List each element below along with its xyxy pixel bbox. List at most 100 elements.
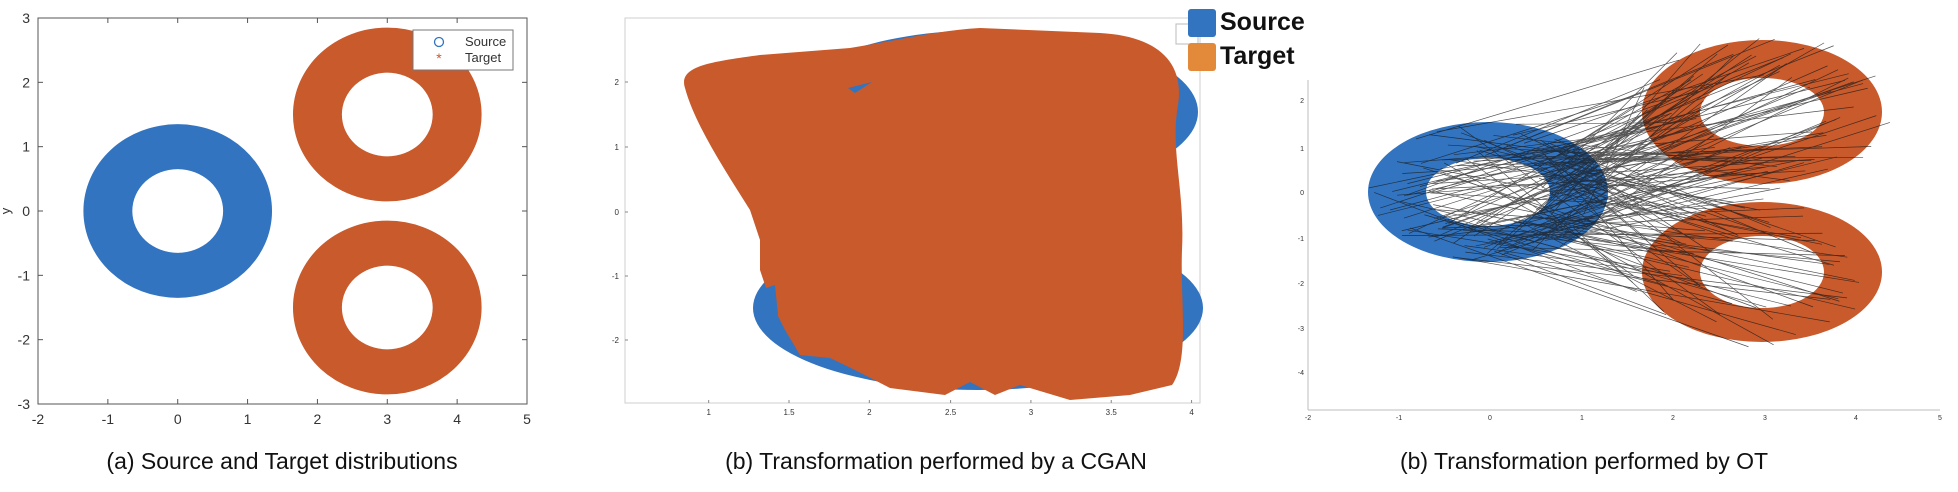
transport-line [1420, 93, 1641, 164]
transport-line [1554, 221, 1844, 294]
y-tick-label: 1 [1300, 146, 1304, 153]
source-fragment [760, 285, 778, 315]
transport-line [1442, 172, 1814, 308]
x-tick-label: -1 [1396, 415, 1402, 422]
transport-line [1554, 138, 1771, 228]
transport-line [1541, 99, 1687, 186]
transport-line [1434, 209, 1705, 232]
transport-line [1455, 221, 1791, 307]
transport-line [1504, 252, 1796, 335]
panel-b: 1 1.5 2 2.5 3 3.5 4 2 1 0 -1 -2 [600, 0, 1300, 492]
transport-line [1440, 118, 1697, 170]
transport-line [1483, 119, 1837, 248]
transport-line [1519, 221, 1717, 323]
transport-line [1547, 142, 1815, 254]
y-tick-label: 2 [1300, 98, 1304, 105]
transport-line [1442, 81, 1854, 228]
source-fragment [848, 82, 872, 93]
transport-line [1543, 154, 1648, 240]
y-tick-label: -2 [18, 332, 31, 348]
transport-line [1404, 131, 1813, 163]
transport-line [1529, 207, 1805, 220]
x-tick-label: 4 [1189, 408, 1194, 417]
transport-line [1487, 238, 1733, 304]
transport-line [1538, 231, 1690, 268]
transport-line [1489, 156, 1837, 243]
transport-line [1539, 178, 1834, 266]
transport-line [1583, 87, 1645, 215]
transport-line [1544, 211, 1697, 241]
x-tick-label: 3.5 [1106, 408, 1118, 417]
transport-line [1368, 130, 1640, 189]
x-tick-label: 2 [1671, 415, 1675, 422]
transport-line [1419, 79, 1816, 187]
legend-source-label: Source [465, 34, 506, 49]
target-ring [292, 27, 482, 202]
transport-line [1550, 109, 1648, 196]
transport-line [1494, 250, 1667, 315]
y-tick-label: -2 [612, 336, 620, 345]
transport-line [1374, 192, 1637, 292]
y-tick-label: -3 [18, 396, 31, 412]
transport-line [1471, 162, 1805, 261]
transport-line [1428, 134, 1790, 181]
transport-line [1434, 86, 1811, 242]
y-axis-label: y [0, 207, 13, 214]
transport-line [1448, 105, 1638, 224]
x-tick-label: 1 [1580, 415, 1584, 422]
x-tick-label: 2 [867, 408, 872, 417]
transport-line [1573, 227, 1665, 312]
source-ring [83, 124, 273, 298]
transport-line [1424, 214, 1668, 287]
y-tick-label: 1 [22, 139, 30, 155]
x-tick-label: 2 [314, 411, 322, 427]
x-tick-label: 3 [1763, 415, 1767, 422]
x-tick-label: -1 [102, 411, 115, 427]
transport-line [1380, 112, 1672, 209]
y-tick-label: 2 [615, 78, 620, 87]
transport-line [1476, 62, 1750, 224]
legend-b-source: Source [1188, 8, 1305, 37]
legend-b-target: Target [1188, 42, 1295, 71]
legend-box [412, 29, 514, 71]
legend-target-marker: * [436, 50, 442, 66]
transport-line [1443, 162, 1774, 346]
y-tick-label: -1 [1298, 236, 1304, 243]
transport-line [1521, 222, 1733, 242]
transport-line [1408, 53, 1791, 234]
legend-b-target-swatch [1188, 42, 1216, 71]
chart-b: 1 1.5 2 2.5 3 3.5 4 2 1 0 -1 -2 [612, 17, 1203, 417]
transport-line [1563, 57, 1784, 147]
transport-line [1453, 106, 1854, 156]
x-tick-label: 3 [1029, 408, 1034, 417]
transport-line [1403, 126, 1694, 219]
x-tick-label: 0 [1488, 415, 1492, 422]
x-tick-label: 1 [706, 408, 711, 417]
transport-line [1496, 69, 1839, 233]
y-tick-label: 1 [615, 143, 620, 152]
x-tick-label: 4 [453, 411, 461, 427]
transport-line [1541, 151, 1675, 301]
transport-line [1549, 109, 1702, 210]
x-tick-label: -2 [1305, 415, 1311, 422]
transport-line [1559, 77, 1793, 247]
x-tick-label: 5 [1938, 415, 1942, 422]
x-tick-label: 3 [383, 411, 391, 427]
transport-line [1513, 90, 1703, 136]
legend-b-source-swatch [1188, 8, 1216, 37]
legend-b-source-label: Source [1220, 8, 1305, 36]
transport-line [1464, 245, 1683, 276]
transport-line [1561, 153, 1836, 248]
y-tick-label: -2 [1298, 281, 1304, 288]
x-tick-label: 1.5 [783, 408, 795, 417]
transport-line [1476, 150, 1633, 283]
transport-line [1447, 144, 1765, 165]
transport-line [1475, 187, 1781, 247]
transport-line [1554, 117, 1841, 239]
panel-c: -2 -1 0 1 2 3 4 5 2 1 0 -1 -2 -3 -4 [1290, 0, 1958, 492]
legend-source-marker [433, 36, 445, 48]
transport-line [1455, 79, 1661, 164]
transport-line [1442, 215, 1804, 229]
transport-line [1544, 108, 1673, 175]
transport-line [1389, 83, 1864, 211]
